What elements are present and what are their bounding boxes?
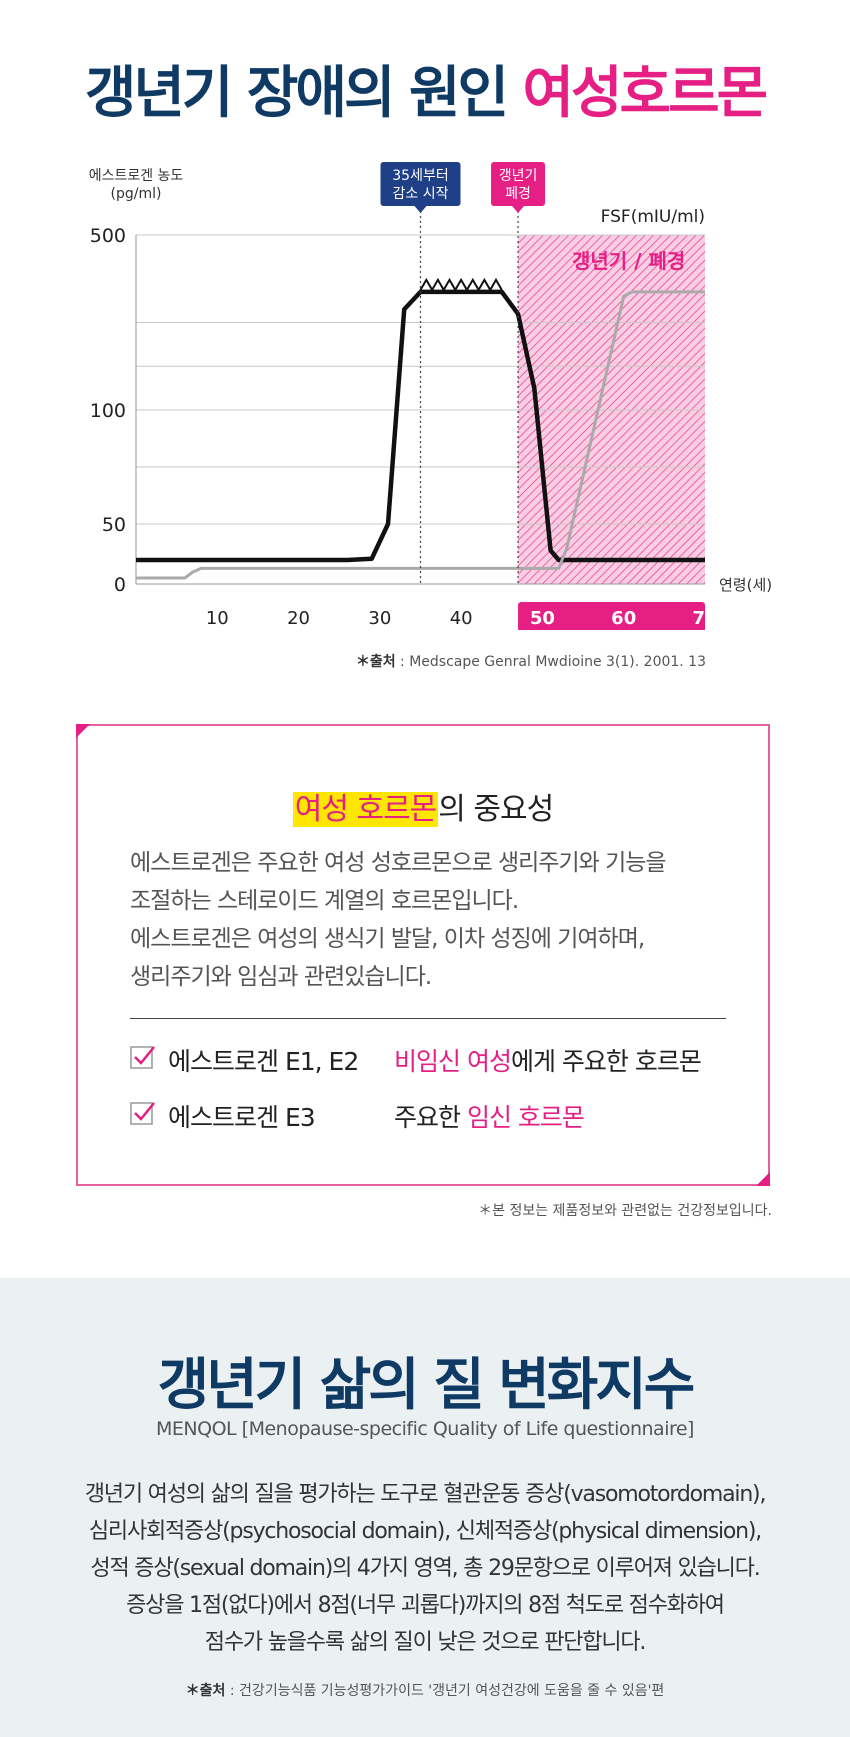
checkbox-icon [130,1102,155,1125]
x-tick-label: 30 [368,608,391,629]
item-desc-before: 주요한 [394,1103,467,1132]
marker-label: 35세부터 [392,168,448,184]
item-desc: 비임신 여성에게 주요한 호르몬 [394,1042,702,1078]
importance-title-rest: 의 중요성 [438,792,554,827]
item-desc: 주요한 임신 호르몬 [394,1098,585,1134]
importance-body-line: 생리주기와 임심과 관련있습니다. [130,964,432,990]
item-desc-highlight: 비임신 여성 [394,1047,512,1076]
marker-label: 갱년기 [499,168,538,184]
fsf-series-line [136,290,705,580]
marker-label: 폐경 [505,186,531,202]
y-tick-label: 100 [90,400,126,422]
y-tick-label: 0 [114,574,126,596]
shaded-region-label: 갱년기 / 폐경 [572,249,685,273]
hormone-importance-box: 여성 호르몬의 중요성 에스트로겐은 주요한 여성 성호르몬으로 생리주기와 기… [76,724,770,1186]
marker-label-box [380,162,461,206]
chart-source-prefix: ＊출처 [355,654,396,670]
menqol-source-prefix: ＊출처 [185,1683,226,1699]
estrogen-series-line [136,289,705,563]
menqol-line: 심리사회적증상(psychosocial domain), 신체적증상(phys… [88,1519,762,1544]
importance-body-line: 조절하는 스테로이드 계열의 호르몬입니다. [130,888,519,914]
marker-pointer [414,206,427,213]
disclaimer: ＊본 정보는 제품정보와 관련없는 건강정보입니다. [478,1203,772,1219]
x-tick-label: 10 [206,608,229,629]
importance-body: 에스트로겐은 주요한 여성 성호르몬으로 생리주기와 기능을 조절하는 스테로이… [130,844,730,996]
right-axis-label: FSF(mIU/ml) [601,207,705,227]
y-tick-label: 500 [90,225,126,247]
chart-source-text: : Medscape Genral Mwdioine 3(1). 2001. 1… [395,654,706,670]
menqol-line: 점수가 높을수록 삶의 질이 낮은 것으로 판단합니다. [204,1630,647,1655]
menqol-source: ＊출처 : 건강기능식품 기능성평가가이드 '갱년기 여성건강에 도움을 줄 수… [0,1680,850,1700]
page-title-accent: 여성호르몬 [522,61,769,126]
marker-label: 감소 시작 [393,186,449,202]
x-tick-label: 40 [450,608,473,629]
checkbox-icon [130,1046,155,1069]
importance-divider [130,1018,726,1019]
menqol-subtitle: MENQOL [Menopause-specific Quality of Li… [156,1418,694,1440]
menqol-line: 증상을 1점(없다)에서 8점(너무 괴롭다)까지의 8점 척도로 점수화하여 [126,1593,725,1618]
importance-title: 여성 호르몬의 중요성 [78,784,768,828]
box-corner-bottom-right [756,1172,770,1186]
importance-body-line: 에스트로겐은 주요한 여성 성호르몬으로 생리주기와 기능을 [130,850,667,876]
y-axis-unit: (pg/ml) [111,186,162,202]
item-desc-after: 에게 주요한 호르몬 [510,1047,702,1076]
x-tick-label: 60 [611,608,636,629]
menqol-line: 성적 증상(sexual domain)의 4가지 영역, 총 29문항으로 이… [90,1556,760,1581]
y-tick-label: 50 [102,514,126,536]
x-tick-label: 50 [530,608,555,629]
importance-title-highlight: 여성 호르몬 [292,792,439,827]
x-tick-label: 20 [287,608,310,629]
menqol-description: 갱년기 여성의 삶의 질을 평가하는 도구로 혈관운동 증상(vasomotor… [0,1476,850,1661]
y-axis-label: 에스트로겐 농도 [89,168,184,184]
x-tick-label: 70 [692,608,717,629]
page-title: 갱년기 장애의 원인 여성호르몬 [0,48,850,129]
menqol-section: 갱년기 삶의 질 변화지수 MENQOL [Menopause-specific… [0,1278,850,1737]
menqol-source-text: : 건강기능식품 기능성평가가이드 '갱년기 여성건강에 도움을 줄 수 있음'… [225,1683,665,1699]
item-name: 에스트로겐 E3 [168,1103,316,1132]
estrogen-item-e1-e2: 에스트로겐 E1, E2 비임신 여성에게 주요한 호르몬 [130,1038,740,1078]
marker-pointer [512,206,525,213]
menqol-line: 갱년기 여성의 삶의 질을 평가하는 도구로 혈관운동 증상(vasomotor… [84,1482,767,1507]
plateau-zigzag [419,277,503,292]
age-highlight-bar [518,602,705,630]
item-name: 에스트로겐 E1, E2 [168,1047,359,1076]
marker-label-box [491,162,546,206]
estrogen-item-e3: 에스트로겐 E3 주요한 임신 호르몬 [130,1094,740,1134]
chart-source: ＊출처 : Medscape Genral Mwdioine 3(1). 200… [356,651,706,671]
importance-body-line: 에스트로겐은 여성의 생식기 발달, 이차 성징에 기여하며, [130,926,645,952]
page-title-main: 갱년기 장애의 원인 [84,61,509,126]
item-desc-highlight: 임신 호르몬 [466,1103,585,1132]
x-axis-label: 연령(세) [719,576,772,594]
box-corner-top-left [76,724,90,738]
menqol-title: 갱년기 삶의 질 변화지수 [157,1353,696,1418]
